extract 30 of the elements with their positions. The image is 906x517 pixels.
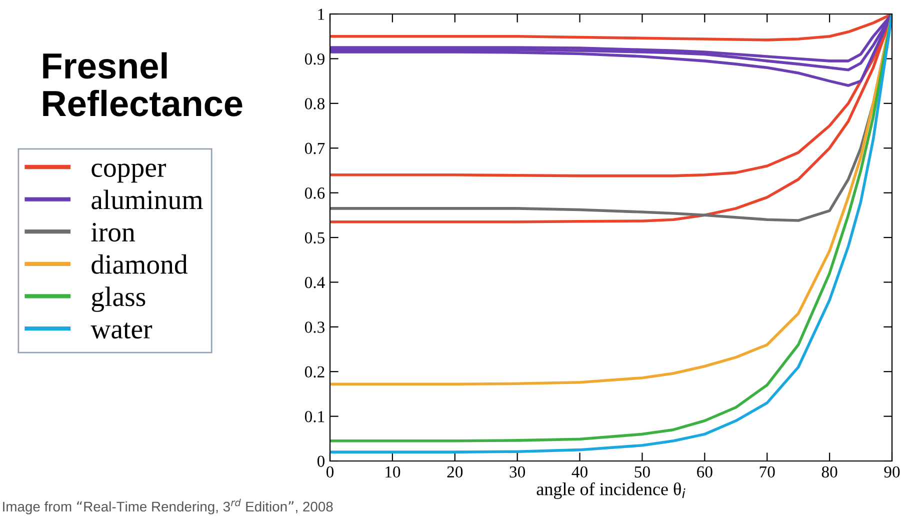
x-tick-label: 80 [822, 466, 838, 478]
x-tick-label: 70 [760, 466, 775, 478]
legend-label: aluminum [92, 190, 203, 210]
y-tick-label: 0.8 [304, 98, 325, 110]
legend-label: copper [92, 164, 166, 183]
legend-label: iron [91, 222, 135, 242]
y-tick-label: 0 [317, 456, 325, 467]
x-tick-label: 50 [634, 466, 650, 478]
y-tick-label: 0.3 [304, 322, 324, 333]
legend-label: glass [92, 286, 146, 312]
y-tick-label: 0.4 [304, 276, 325, 288]
x-tick-label: 10 [386, 466, 400, 478]
x-axis-title: angle of incidence θ$_{i}$ [536, 482, 686, 499]
y-tick-label: 0.1 [304, 411, 324, 422]
y-tick-label: 0.9 [304, 53, 324, 65]
x-tick-label: 30 [510, 466, 526, 478]
y-tick-label: 0.5 [304, 232, 324, 244]
legend-label: water [90, 322, 152, 339]
y-tick-label: 0.2 [304, 366, 324, 378]
y-tick-label: 0.6 [304, 188, 325, 199]
legend-label: diamond [92, 254, 188, 274]
text: Fresnel Reflectance [43, 52, 242, 116]
x-tick-label: 0 [326, 466, 334, 478]
y-tick-label: 0.7 [304, 142, 325, 154]
x-tick-label: 90 [884, 466, 900, 478]
x-tick-label: 40 [572, 466, 588, 478]
text: Image from “Real-Time Rendering, 3$^{rd}$ Edition”, 2008 [3, 498, 333, 514]
x-tick-label: 60 [697, 466, 712, 478]
x-tick-label: 20 [447, 466, 463, 478]
y-tick-label: 1 [318, 8, 324, 20]
